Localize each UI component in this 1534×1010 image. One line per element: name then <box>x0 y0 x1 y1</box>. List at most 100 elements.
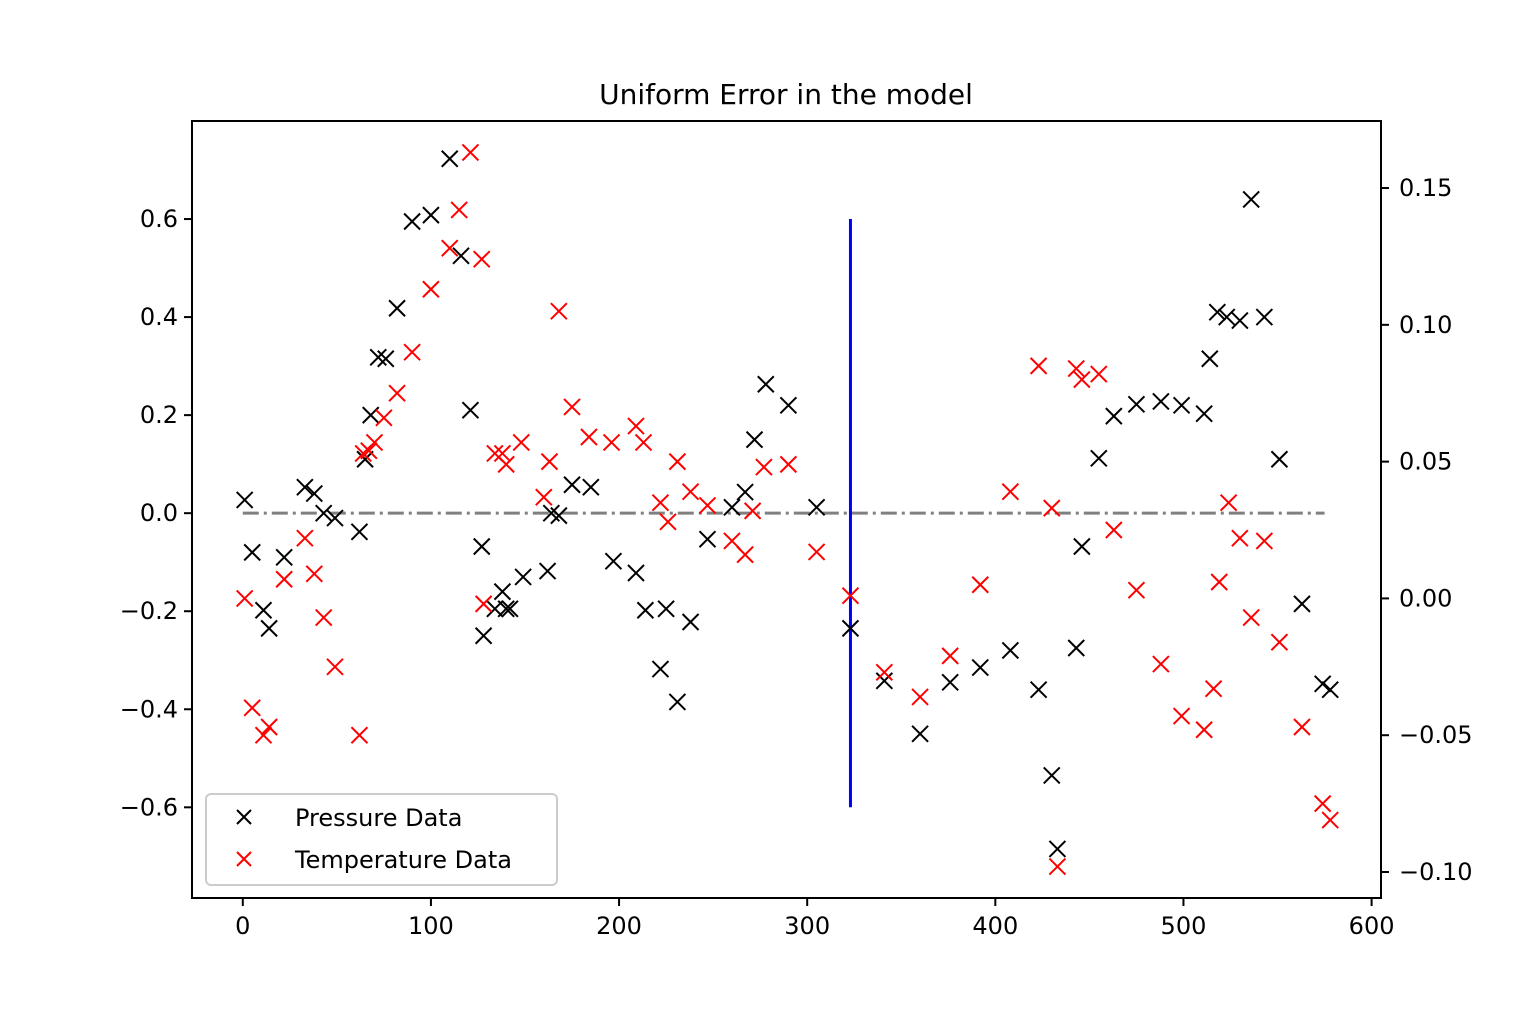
data-point <box>841 619 860 638</box>
data-point <box>681 613 700 631</box>
data-point <box>1043 499 1061 517</box>
data-point <box>473 250 491 268</box>
y2-tick-label: −0.10 <box>1399 858 1473 886</box>
data-point <box>1231 529 1249 547</box>
x-tick-label: 200 <box>596 912 642 940</box>
data-point <box>243 543 261 562</box>
data-point <box>493 444 512 463</box>
legend-label: Pressure Data <box>295 804 462 832</box>
data-point <box>698 496 717 515</box>
plot-marks <box>235 143 1339 876</box>
x-tick-label: 500 <box>1161 912 1207 940</box>
data-point <box>1043 766 1061 785</box>
data-point <box>1172 707 1191 725</box>
data-point <box>1029 680 1048 699</box>
data-point <box>755 458 773 476</box>
data-point <box>1255 308 1274 326</box>
data-point <box>1219 493 1238 512</box>
data-point <box>604 552 623 570</box>
data-point <box>441 150 459 168</box>
data-point <box>875 663 894 681</box>
data-point <box>360 441 378 460</box>
axes: 0 100 200 300 400 500 600 −0.6 −0.4 −0.2 0.0 0.2 0.4… <box>120 120 1473 940</box>
data-point <box>260 718 278 736</box>
data-point <box>657 600 675 618</box>
data-point <box>388 384 406 402</box>
data-point <box>1067 639 1085 657</box>
data-point <box>1090 449 1108 467</box>
legend-marker <box>236 809 252 825</box>
data-point <box>1293 718 1311 736</box>
data-point <box>296 529 314 547</box>
data-point <box>441 239 459 257</box>
data-point <box>275 570 293 588</box>
x-tick-label: 600 <box>1349 912 1395 940</box>
data-point <box>1255 532 1274 550</box>
data-point <box>514 568 532 586</box>
data-point <box>314 608 333 627</box>
data-point <box>550 302 568 320</box>
data-point <box>474 627 493 645</box>
data-point <box>1001 641 1020 660</box>
data-point <box>369 348 387 366</box>
data-point <box>1195 721 1213 739</box>
data-point <box>493 582 512 601</box>
data-point <box>743 502 762 520</box>
data-point <box>1270 633 1289 651</box>
data-point <box>1048 857 1067 876</box>
data-point <box>235 589 254 608</box>
legend-marker <box>236 851 252 867</box>
data-point <box>377 350 395 368</box>
y-tick-label: −0.6 <box>120 793 178 821</box>
data-point <box>422 280 440 298</box>
data-point <box>779 455 798 474</box>
data-point <box>512 433 530 452</box>
data-point <box>254 726 273 744</box>
data-point <box>651 493 670 512</box>
data-point <box>580 428 598 446</box>
data-point <box>627 417 645 435</box>
data-point <box>1029 357 1048 375</box>
legend-box <box>205 793 558 886</box>
data-point <box>911 688 929 706</box>
data-point <box>254 601 273 619</box>
data-point <box>745 430 764 449</box>
y-tick-label: 0.0 <box>140 499 178 527</box>
data-point <box>636 601 655 619</box>
data-point <box>1073 370 1091 389</box>
y2-tick-label: 0.10 <box>1399 311 1452 339</box>
data-point <box>243 699 261 717</box>
data-point <box>1293 595 1311 613</box>
data-point <box>1242 608 1260 627</box>
data-point <box>1048 840 1067 858</box>
data-point <box>563 476 581 494</box>
data-point <box>540 452 559 471</box>
data-point <box>326 509 344 527</box>
data-point <box>1073 537 1091 556</box>
data-point <box>1152 655 1170 673</box>
data-point <box>305 565 323 583</box>
data-point <box>602 433 621 452</box>
data-point <box>875 672 894 690</box>
data-point <box>356 450 374 468</box>
data-point <box>314 504 333 522</box>
data-point <box>461 143 480 162</box>
data-point <box>260 619 278 638</box>
data-point <box>779 396 798 415</box>
legend-label: Temperature Data <box>294 846 512 874</box>
data-point <box>841 586 860 605</box>
data-point <box>403 343 421 361</box>
data-point <box>350 523 369 541</box>
data-point <box>452 247 470 265</box>
data-point <box>698 530 717 548</box>
data-point <box>651 660 670 678</box>
data-point <box>326 658 344 676</box>
data-point <box>1313 675 1332 693</box>
x-tick-label: 400 <box>972 912 1018 940</box>
data-point <box>1270 450 1289 468</box>
data-point <box>350 726 369 744</box>
data-point <box>1210 573 1228 591</box>
y-tick-label: 0.2 <box>140 401 178 429</box>
